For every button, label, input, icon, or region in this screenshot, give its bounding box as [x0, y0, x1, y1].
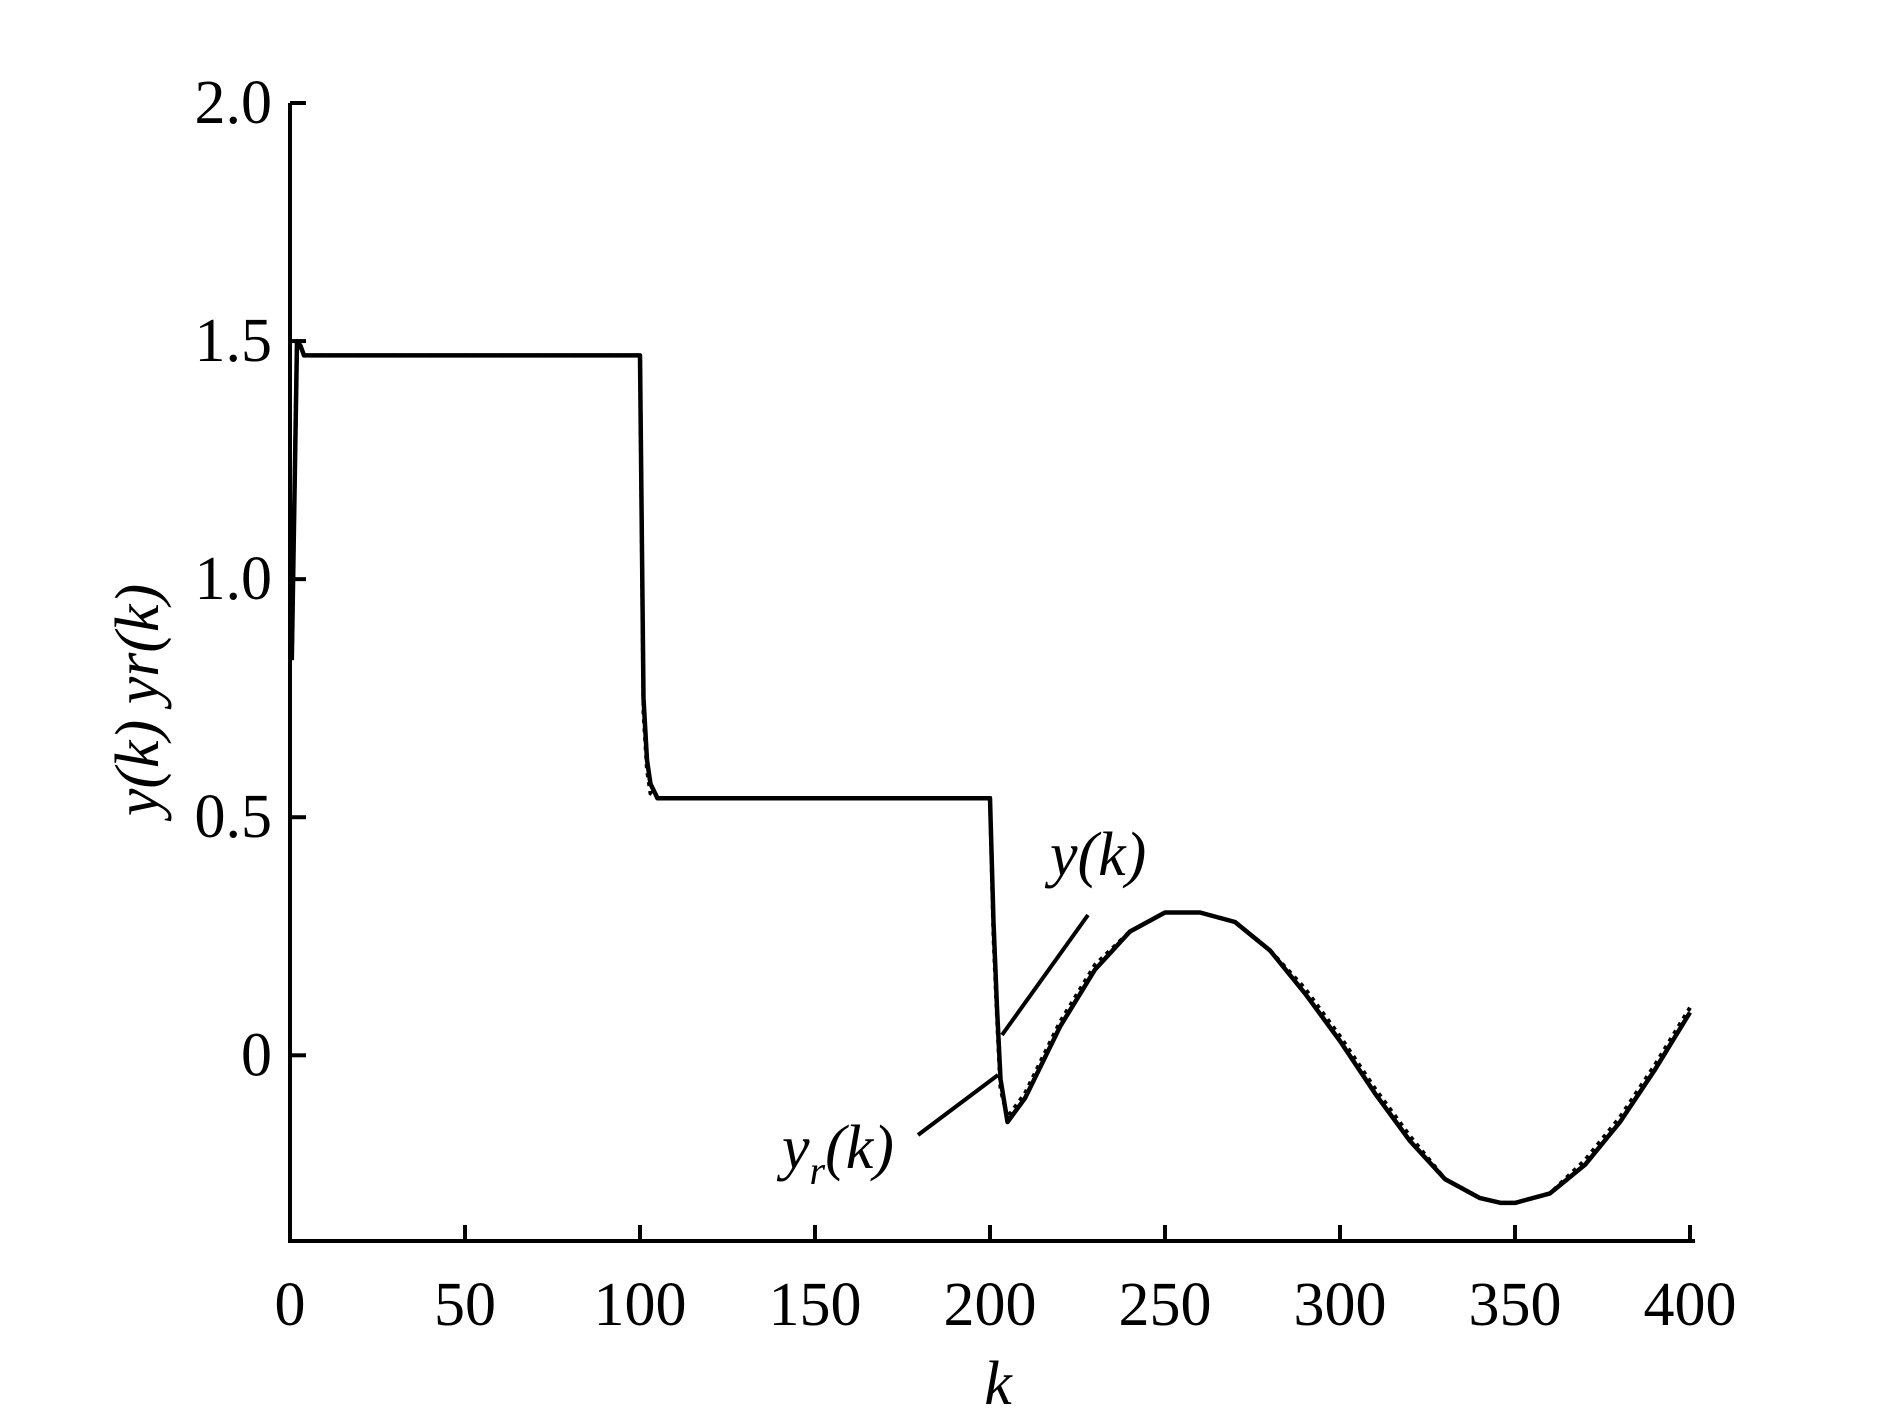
yr-annotation-main: y [776, 1114, 810, 1182]
y-tick-label-2: 1.0 [195, 545, 273, 613]
y-tick-label-1: 0.5 [195, 783, 273, 851]
series-group [289, 335, 1692, 1206]
y-axis-title: y(k) yr(k) [104, 584, 172, 822]
series-line-yr [289, 335, 1692, 1205]
y-tick-label-3: 1.5 [195, 307, 273, 375]
annotations: y(k) yr(k) [776, 821, 1146, 1193]
yr-annotation-sub: r [810, 1148, 826, 1193]
x-tick-label-7: 350 [1469, 1271, 1562, 1339]
x-ticks: 0 50 100 150 200 250 300 350 400 [275, 1225, 1737, 1339]
x-tick-label-8: 400 [1644, 1271, 1737, 1339]
y-tick-label-0: 0 [241, 1021, 272, 1089]
x-tick-label-4: 200 [944, 1271, 1037, 1339]
y-annotation: y(k) [1044, 821, 1146, 889]
x-tick-label-3: 150 [769, 1271, 862, 1339]
x-axis-title: k [984, 1350, 1013, 1417]
x-tick-label-0: 0 [275, 1271, 306, 1339]
x-tick-label-1: 50 [434, 1271, 496, 1339]
axes [288, 103, 1695, 1243]
yr-annotation-rest: (k) [825, 1114, 894, 1182]
x-tick-label-6: 300 [1294, 1271, 1387, 1339]
yr-annotation: yr(k) [776, 1114, 894, 1193]
yr-leader-line [916, 1073, 1000, 1137]
x-tick-label-2: 100 [594, 1271, 687, 1339]
series-line-y [289, 338, 1692, 1206]
y-ticks: 0 0.5 1.0 1.5 2.0 [195, 69, 306, 1089]
y-leader-line [1000, 913, 1090, 1037]
x-tick-label-5: 250 [1119, 1271, 1212, 1339]
y-tick-label-4: 2.0 [195, 69, 273, 137]
